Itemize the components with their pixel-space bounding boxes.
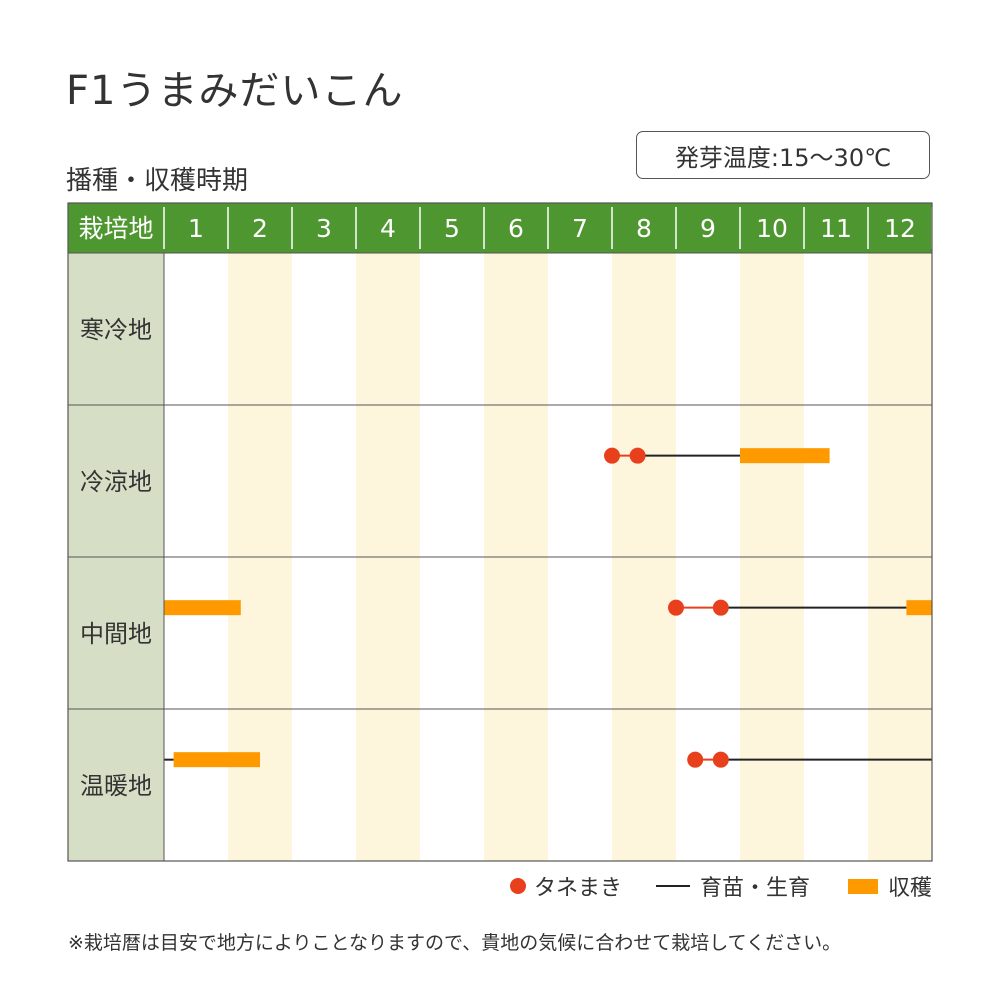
- month-label: 7: [572, 214, 588, 243]
- harvest-bar: [740, 448, 830, 464]
- month-label: 12: [884, 214, 916, 243]
- page-title: F1うまみだいこん: [66, 68, 404, 114]
- month-label: 4: [380, 214, 396, 243]
- month-label: 1: [188, 214, 204, 243]
- sowing-end-dot: [712, 751, 729, 768]
- legend-item-growing: 育苗・生育: [656, 869, 810, 903]
- chart-subtitle: 播種・収穫時期: [66, 166, 249, 196]
- month-label: 2: [252, 214, 268, 243]
- harvest-bar: [906, 600, 932, 616]
- harvest-bar: [173, 752, 260, 768]
- legend-item-sowing: タネまき: [510, 869, 622, 903]
- month-label: 6: [508, 214, 524, 243]
- growing-line-icon: [656, 885, 690, 887]
- region-label: 冷涼地: [80, 468, 152, 496]
- germination-temp-text: 発芽温度:15〜30℃: [674, 143, 892, 172]
- month-label: 5: [444, 214, 460, 243]
- month-label: 8: [636, 214, 652, 243]
- germination-temp-badge: 発芽温度:15〜30℃: [636, 131, 930, 179]
- region-label: 温暖地: [80, 772, 152, 800]
- sowing-end-dot: [712, 599, 729, 616]
- harvest-bar: [164, 600, 241, 616]
- region-label-cell: [68, 557, 164, 709]
- month-label: 10: [756, 214, 788, 243]
- legend-harvest-label: 収穫: [888, 876, 933, 901]
- footnote: ※栽培暦は目安で地方によりことなりますので、貴地の気候に合わせて栽培してください…: [68, 932, 842, 954]
- header-label: 栽培地: [78, 214, 153, 243]
- legend-item-harvest: 収穫: [848, 869, 932, 903]
- region-label-cell: [68, 253, 164, 405]
- sowing-end-dot: [629, 447, 646, 464]
- month-label: 11: [820, 214, 852, 243]
- month-label: 3: [316, 214, 332, 243]
- sowing-start-dot: [668, 599, 684, 616]
- region-label-cell: [68, 709, 164, 861]
- harvest-bar-icon: [848, 878, 878, 894]
- sowing-start-dot: [604, 447, 620, 464]
- region-label: 寒冷地: [80, 316, 152, 344]
- legend-growing-label: 育苗・生育: [700, 876, 811, 901]
- legend-sowing-label: タネまき: [534, 876, 623, 901]
- month-label: 9: [700, 214, 716, 243]
- chart-border: [67, 202, 933, 862]
- region-label-cell: [68, 405, 164, 557]
- chart-header: [68, 203, 932, 253]
- legend: タネまき 育苗・生育 収穫: [0, 869, 1000, 903]
- region-label: 中間地: [80, 620, 152, 648]
- sowing-dot-icon: [510, 878, 526, 894]
- sowing-start-dot: [687, 751, 704, 768]
